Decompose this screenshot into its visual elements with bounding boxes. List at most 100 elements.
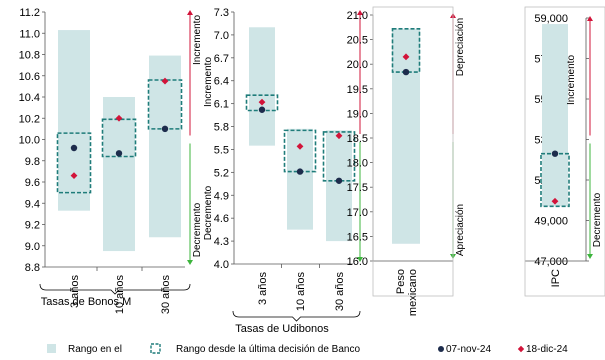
panel2-arrow-up xyxy=(357,10,363,134)
panel1-point-07-nov-24 xyxy=(161,125,169,133)
panel1-category-label: 10 años xyxy=(114,275,126,315)
panel4-arrow-down-head xyxy=(587,254,593,259)
panel2-y-tick-label: 5.5 xyxy=(214,144,229,156)
panel2-y-tick-label: 4.0 xyxy=(214,259,229,271)
panel4-range-bar xyxy=(542,24,568,207)
panel2-annotation-down: Decremento xyxy=(203,185,214,240)
panel2-range-bar xyxy=(326,130,352,242)
legend-nov-label: 07-nov-24 xyxy=(446,344,491,355)
panel2-point-18-dic-24 xyxy=(258,98,266,106)
legend-dec-label: 18-dic-24 xyxy=(526,344,568,355)
panel4-arrow-up-head xyxy=(587,16,593,21)
panel3-range-bar xyxy=(392,28,420,244)
panel2-category-label: 10 años xyxy=(295,272,307,312)
panel1-y-tick-label: 10.0 xyxy=(19,135,40,147)
panel1-arrow-up xyxy=(187,10,193,136)
panel2-recent-range-box xyxy=(322,131,356,182)
panel1-y-tick-label: 10.4 xyxy=(19,92,40,104)
panel2-y-tick-label: 4.9 xyxy=(214,190,229,202)
panel1-range-bar xyxy=(149,55,181,238)
panel1-range-bar xyxy=(58,30,90,211)
legend-box-label: Rango desde la última decisión de Banco xyxy=(176,344,360,355)
panel1-point-18-dic-24 xyxy=(161,77,169,85)
panel1-arrow-up-head xyxy=(187,10,193,15)
legend-nov-marker xyxy=(438,346,444,352)
panel1-point-07-nov-24 xyxy=(115,150,123,157)
panel2-annotation-up: Incremento xyxy=(203,57,214,107)
panel4-y-tick-label: 47,000 xyxy=(534,256,568,268)
panel1-y-tick-label: 9.4 xyxy=(25,198,40,210)
panel3-y-tick-label: 20.0 xyxy=(347,59,368,71)
panel4-arrow-down xyxy=(587,143,593,259)
legend-range-label: Rango en el xyxy=(68,344,122,355)
panel3-y-tick-label: 16.0 xyxy=(347,256,368,268)
panel1-category-label: 30 años xyxy=(160,275,172,315)
panel1-arrow-down-head xyxy=(187,260,193,265)
legend xyxy=(47,343,444,354)
panel2-y-tick-label: 6.4 xyxy=(214,76,229,88)
panel2-category-label: 3 años xyxy=(257,272,269,306)
panel3-annotation-down: Apreciación xyxy=(455,204,466,256)
panel4-point-18-dic-24 xyxy=(551,197,559,205)
panel2-y-tick-label: 6.1 xyxy=(214,99,229,111)
panel3-y-tick-label: 19.0 xyxy=(347,108,368,120)
panel1-point-07-nov-24 xyxy=(70,144,78,152)
panel2-group-label: Tasas de Udibonos xyxy=(235,323,329,335)
panel2-y-tick-label: 4.6 xyxy=(214,213,229,225)
panel3-y-tick-label: 16.5 xyxy=(347,231,368,243)
panel3-y-tick-label: 17.5 xyxy=(347,182,368,194)
panel3-y-tick-label: 18.5 xyxy=(347,133,368,145)
panel2-group-brace xyxy=(232,310,361,322)
panel3-category-label: Peso xyxy=(395,269,407,294)
legend-box-swatch xyxy=(150,343,161,354)
panel2-point-07-nov-24 xyxy=(335,177,343,184)
panel1-point-18-dic-24 xyxy=(115,114,123,122)
panel2-point-07-nov-24 xyxy=(296,168,304,175)
panel2-y-tick-label: 5.8 xyxy=(214,122,229,134)
panel3-y-tick-label: 20.5 xyxy=(347,35,368,47)
panel1-y-tick-label: 9.6 xyxy=(25,177,40,189)
panel1-y-tick-label: 10.8 xyxy=(19,50,40,62)
panel2-y-tick-label: 7.0 xyxy=(214,30,229,42)
panel1-y-tick-label: 10.6 xyxy=(19,71,40,83)
panel4-y-tick-label: 49,000 xyxy=(534,216,568,228)
panel2-arrow-up-head xyxy=(357,10,363,15)
panel4-category-label: IPC xyxy=(550,269,562,287)
panel4-y-tick-label: 59,000 xyxy=(534,13,568,25)
panel1-range-bar xyxy=(103,97,135,252)
panel2-y-tick-label: 7.3 xyxy=(214,7,229,19)
panel1-annotation-up: Incremento xyxy=(192,15,203,65)
panel1-y-tick-label: 10.2 xyxy=(19,113,40,125)
panel2-y-tick-label: 4.3 xyxy=(214,236,229,248)
panel3-y-tick-label: 17.0 xyxy=(347,207,368,219)
panel2-y-tick-label: 5.2 xyxy=(214,167,229,179)
panel2-category-label: 30 años xyxy=(334,272,346,312)
panel2-point-18-dic-24 xyxy=(335,132,343,140)
panel4-arrow-up xyxy=(587,16,593,136)
panel3-y-tick-label: 21.0 xyxy=(347,10,368,22)
panel3-y-tick-label: 18.0 xyxy=(347,158,368,170)
panel1-group-label: Tasas de Bonos M xyxy=(41,296,132,308)
panel1-group-brace xyxy=(39,283,191,295)
panel1-y-tick-label: 9.2 xyxy=(25,220,40,232)
legend-range-swatch xyxy=(47,344,56,353)
panel1-annotation-down: Decremento xyxy=(192,202,203,257)
legend-dec-marker xyxy=(517,345,525,353)
panel4-annotation-down: Decremento xyxy=(592,192,603,247)
panel2-arrow-down-head xyxy=(357,257,363,262)
panel3-frame xyxy=(372,6,454,297)
panel1-category-label: 3 años xyxy=(69,275,81,309)
panel1-y-tick-label: 9.0 xyxy=(25,241,40,253)
panel1-recent-range-box xyxy=(56,132,92,194)
panel1-y-tick-label: 11.0 xyxy=(19,28,40,40)
panel2-range-bar xyxy=(249,27,275,146)
panel2-y-tick-label: 6.7 xyxy=(214,53,229,65)
panel2-point-07-nov-24 xyxy=(258,106,266,113)
panel3-annotation-up: Depreciación xyxy=(455,18,466,76)
panel1-y-tick-label: 9.8 xyxy=(25,156,40,168)
panel3-category-label: mexicano xyxy=(407,269,419,316)
panel4-point-07-nov-24 xyxy=(551,150,559,157)
panel3-point-07-nov-24 xyxy=(402,68,410,76)
panel1-y-tick-label: 8.8 xyxy=(25,262,40,274)
